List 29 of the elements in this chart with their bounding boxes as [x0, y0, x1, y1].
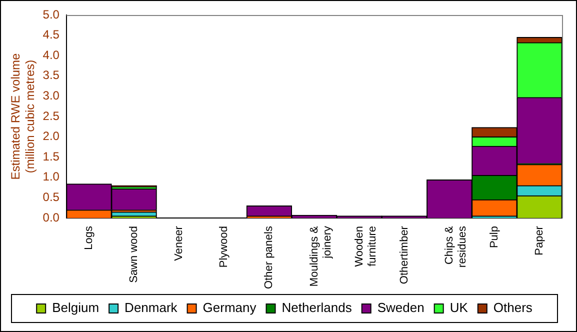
x-tick-label: Other panels [263, 226, 276, 290]
y-tick-label: 4.5 [42, 28, 60, 42]
y-tick-label: 5.0 [42, 7, 60, 22]
y-tick-label: 4.0 [42, 48, 60, 62]
y-tick-label: 0.5 [42, 190, 60, 204]
x-tick-label: Othertimber [398, 226, 410, 284]
y-axis-title: Estimated RWE volume (million cubic metres) [8, 52, 37, 180]
legend-label: Netherlands [282, 300, 352, 316]
x-tick-label: Mouldings & joinery [308, 225, 334, 287]
y-tick-label: 3.0 [42, 88, 60, 103]
x-tick-label: Veneer [173, 226, 186, 261]
y-tick-label: 2.0 [42, 129, 60, 144]
legend-label: Others [493, 300, 533, 316]
x-tick-label: Logs [83, 226, 96, 250]
legend-label: Sweden [377, 300, 424, 316]
legend-label: UK [450, 300, 468, 316]
x-tick-label: Chips & residues [443, 225, 469, 268]
y-tick-label: 3.5 [42, 68, 60, 82]
x-tick-label: Pulp [488, 226, 500, 248]
legend-label: Germany [202, 300, 257, 316]
y-tick-label: 2.5 [42, 108, 60, 123]
x-tick-label: Sawn wood [128, 226, 140, 283]
x-tick-label: Plywood [218, 226, 230, 268]
legend-label: Belgium [52, 300, 100, 316]
y-tick-label: 0.0 [42, 210, 60, 224]
x-tick-label: Paper [534, 226, 546, 256]
y-tick-label: 1.5 [42, 149, 60, 164]
legend-label: Denmark [124, 300, 178, 316]
y-tick-label: 1.0 [42, 170, 60, 184]
